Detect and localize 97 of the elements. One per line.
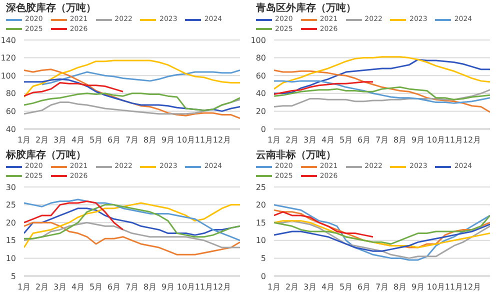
x-tick-label: 8月 <box>143 136 157 145</box>
line-series <box>24 222 240 256</box>
line-series <box>24 198 240 242</box>
y-tick-label: 60 <box>256 71 266 80</box>
line-series <box>24 68 240 120</box>
line-series <box>274 81 374 96</box>
x-tick-label: 7月 <box>375 282 389 292</box>
chart-title: 云南非标（万吨） <box>255 148 337 162</box>
y-tick-label: 40 <box>256 89 266 98</box>
x-tick-label: 11月 <box>444 282 464 292</box>
x-tick-label: 12月 <box>212 282 232 292</box>
x-tick-label: 7月 <box>125 136 139 145</box>
y-tick-label: 10 <box>6 254 16 264</box>
x-tick-label: 3月 <box>53 136 67 145</box>
line-series <box>24 82 124 97</box>
line-series <box>24 60 240 98</box>
y-tick-label: 80 <box>256 54 266 63</box>
line-series <box>24 222 240 248</box>
line-series <box>24 98 240 115</box>
x-tick-label: 1月 <box>267 136 281 145</box>
line-series <box>274 56 490 90</box>
x-tick-label: 6月 <box>357 136 371 145</box>
x-tick-label: 8月 <box>143 282 157 292</box>
line-series <box>274 204 490 261</box>
x-tick-label: 2月 <box>35 282 49 292</box>
x-tick-label: 10月 <box>426 282 446 292</box>
x-tick-label: 10月 <box>426 136 446 145</box>
x-tick-label: 9月 <box>161 136 175 145</box>
y-tick-label: 30 <box>6 182 16 192</box>
x-tick-label: 10月 <box>176 282 196 292</box>
y-tick-label: 25 <box>6 200 16 210</box>
y-tick-label: 20 <box>256 200 266 210</box>
x-tick-label: 6月 <box>107 282 121 292</box>
x-tick-label: 3月 <box>303 136 317 145</box>
x-tick-label: 10月 <box>176 136 196 145</box>
chart-title: 深色胶库存（万吨） <box>5 1 97 15</box>
y-tick-label: 100 <box>0 71 16 80</box>
x-tick-label: 9月 <box>161 282 175 292</box>
x-tick-label: 12月 <box>212 136 232 145</box>
x-tick-label: 12月 <box>462 282 482 292</box>
x-tick-label: 5月 <box>339 136 353 145</box>
x-tick-label: 9月 <box>411 136 425 145</box>
x-tick-label: 4月 <box>71 136 85 145</box>
y-tick-label: 100 <box>250 36 266 45</box>
x-tick-label: 3月 <box>53 282 67 292</box>
line-series <box>24 92 240 112</box>
x-tick-label: 5月 <box>89 136 103 145</box>
x-tick-label: 11月 <box>194 282 214 292</box>
line-series <box>274 80 490 104</box>
line-series <box>41 70 240 86</box>
x-tick-label: 2月 <box>285 136 299 145</box>
line-series <box>274 211 374 238</box>
x-tick-label: 4月 <box>321 282 335 292</box>
y-tick-label: 20 <box>256 107 266 116</box>
line-series <box>274 86 490 100</box>
line-series <box>24 200 124 230</box>
x-tick-label: 8月 <box>393 136 407 145</box>
x-tick-label: 7月 <box>125 282 139 292</box>
line-series <box>274 58 490 94</box>
y-tick-label: 15 <box>6 236 16 246</box>
x-tick-label: 1月 <box>267 282 281 292</box>
x-tick-label: 4月 <box>321 136 335 145</box>
line-series <box>274 89 490 108</box>
y-tick-label: 80 <box>6 89 16 98</box>
line-series <box>24 202 240 248</box>
x-tick-label: 1月 <box>17 136 31 145</box>
x-tick-label: 8月 <box>393 282 407 292</box>
x-tick-label: 11月 <box>444 136 464 145</box>
x-tick-label: 6月 <box>107 136 121 145</box>
y-tick-label: 5 <box>10 272 16 281</box>
x-tick-label: 6月 <box>357 282 371 292</box>
y-tick-label: 60 <box>6 107 16 116</box>
y-tick-label: 40 <box>6 124 16 134</box>
y-tick-label: 5 <box>260 254 266 264</box>
x-tick-label: 3月 <box>303 282 317 292</box>
y-tick-label: 25 <box>256 182 266 192</box>
x-tick-label: 7月 <box>375 136 389 145</box>
x-tick-label: 11月 <box>194 136 214 145</box>
x-tick-label: 4月 <box>71 282 85 292</box>
y-tick-label: 140 <box>0 36 16 45</box>
chart-title: 标胶库存（万吨） <box>4 148 87 162</box>
x-tick-label: 2月 <box>35 136 49 145</box>
y-tick-label: 120 <box>0 54 16 63</box>
line-series <box>274 70 490 113</box>
x-tick-label: 5月 <box>339 282 353 292</box>
x-tick-label: 2月 <box>285 282 299 292</box>
x-tick-label: 1月 <box>17 282 31 292</box>
y-tick-label: 10 <box>256 236 266 246</box>
y-tick-label: 0 <box>260 272 266 281</box>
x-tick-label: 9月 <box>411 282 425 292</box>
line-series <box>274 214 490 245</box>
chart-title: 青岛区外库存（万吨） <box>255 1 357 15</box>
y-tick-label: 20 <box>6 218 16 228</box>
y-tick-label: 0 <box>260 124 266 134</box>
x-tick-label: 5月 <box>89 282 103 292</box>
y-tick-label: 15 <box>256 218 266 228</box>
x-tick-label: 12月 <box>462 136 482 145</box>
